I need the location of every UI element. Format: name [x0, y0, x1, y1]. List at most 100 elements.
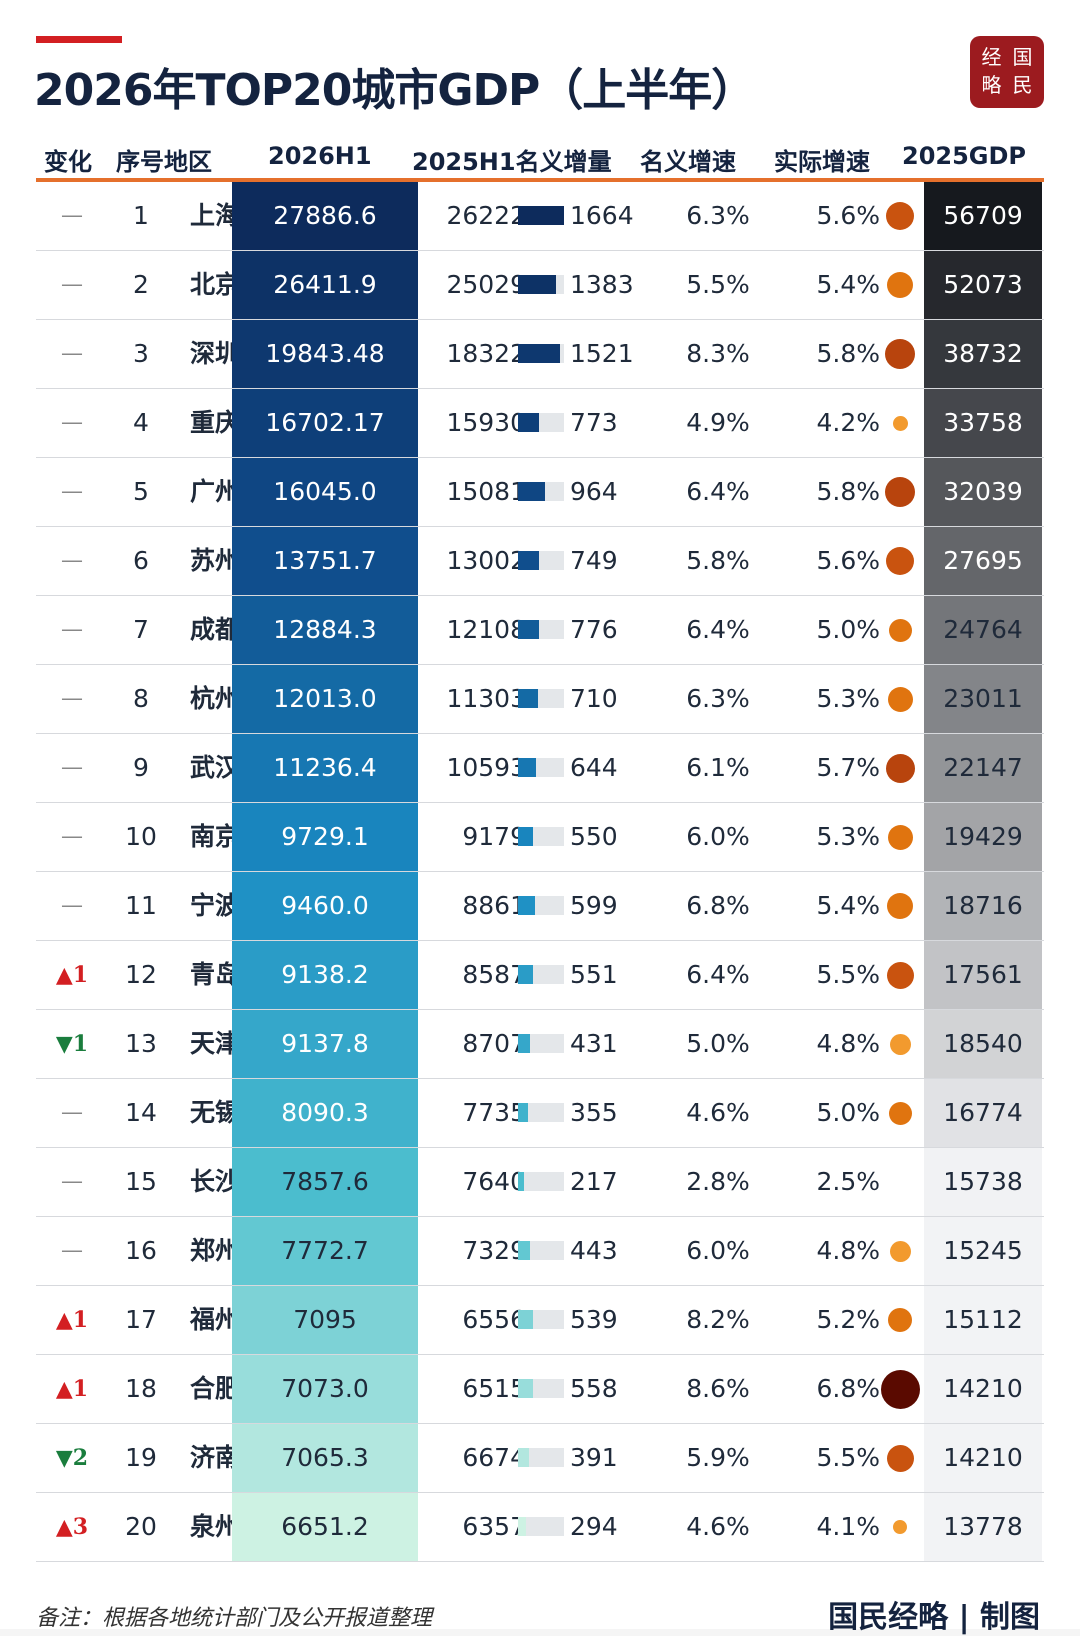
increase-bar-fill — [518, 896, 535, 915]
increase-bar — [518, 758, 564, 777]
h1-2025-value: 8587 — [462, 960, 526, 989]
table-row: ▼1 13 天津 9137.8 8707 431 5.0% 4.8% 18540 — [36, 1010, 1044, 1079]
table-row: — 15 长沙 7857.6 7640 217 2.8% 2.5% 15738 — [36, 1148, 1044, 1217]
h1-2025-value: 6357 — [462, 1512, 526, 1541]
rank-change: ▲1 — [55, 1376, 89, 1402]
gdp-2025-value: 22147 — [924, 734, 1042, 802]
rank-number: 16 — [125, 1236, 157, 1265]
rank-change: — — [61, 272, 83, 297]
header-change: 变化 — [44, 148, 92, 176]
real-growth-dot — [888, 1308, 912, 1332]
real-growth-dot — [886, 961, 914, 989]
increase-bar — [518, 1172, 564, 1191]
city-name: 深圳 — [189, 339, 240, 368]
increase-value: 431 — [570, 1029, 618, 1058]
table-header: 变化 序号地区 2026H1 2025H1名义增量 名义增速 实际增速 2025… — [36, 130, 1044, 182]
city-name: 广州 — [189, 477, 240, 506]
table-row: — 9 武汉 11236.4 10593 644 6.1% 5.7% 22147 — [36, 734, 1044, 803]
h1-2026-value: 16045.0 — [232, 458, 418, 526]
real-growth-dot — [887, 824, 913, 850]
city-name: 合肥 — [189, 1374, 240, 1403]
increase-bar-fill — [518, 965, 534, 984]
table-row: — 16 郑州 7772.7 7329 443 6.0% 4.8% 15245 — [36, 1217, 1044, 1286]
gdp-2025-value: 32039 — [924, 458, 1042, 526]
increase-bar-fill — [518, 1034, 530, 1053]
gdp-2025-value: 15112 — [924, 1286, 1042, 1354]
city-name: 武汉 — [189, 753, 240, 782]
rank-change: ▲1 — [55, 962, 89, 988]
increase-value: 749 — [570, 546, 618, 575]
h1-2025-value: 10593 — [446, 753, 526, 782]
increase-value: 1664 — [570, 201, 634, 230]
nominal-growth: 6.4% — [686, 477, 750, 506]
increase-value: 1383 — [570, 270, 634, 299]
rank-change: — — [61, 479, 83, 504]
rank-change: — — [61, 686, 83, 711]
increase-bar — [518, 620, 564, 639]
table-row: ▲1 12 青岛 9138.2 8587 551 6.4% 5.5% 17561 — [36, 941, 1044, 1010]
increase-value: 1521 — [570, 339, 634, 368]
real-growth: 5.2% — [816, 1305, 880, 1334]
increase-bar-fill — [518, 1103, 528, 1122]
header-real: 实际增速 — [774, 148, 870, 176]
table-row: — 7 成都 12884.3 12108 776 6.4% 5.0% 24764 — [36, 596, 1044, 665]
h1-2025-value: 15930 — [446, 408, 526, 437]
gdp-2025-value: 56709 — [924, 182, 1042, 250]
rank-number: 13 — [125, 1029, 157, 1058]
increase-bar-fill — [518, 758, 536, 777]
gdp-2025-value: 24764 — [924, 596, 1042, 664]
increase-value: 550 — [570, 822, 618, 851]
increase-bar — [518, 896, 564, 915]
rank-number: 8 — [133, 684, 149, 713]
increase-bar — [518, 413, 564, 432]
real-growth: 5.4% — [816, 891, 880, 920]
h1-2026-value: 11236.4 — [232, 734, 418, 802]
increase-value: 391 — [570, 1443, 618, 1472]
footer-note: 备注：根据各地统计部门及公开报道整理 — [36, 1606, 433, 1631]
real-growth-dot — [886, 202, 914, 230]
real-growth-dot — [886, 547, 914, 575]
increase-bar-fill — [518, 482, 545, 501]
rank-number: 10 — [125, 822, 157, 851]
city-name: 天津 — [189, 1029, 240, 1058]
rank-number: 6 — [133, 546, 149, 575]
header-prev-increase: 2025H1名义增量 — [412, 148, 612, 176]
rank-change: — — [61, 203, 83, 228]
increase-bar-fill — [518, 1448, 529, 1467]
h1-2025-value: 9179 — [462, 822, 526, 851]
rank-change: — — [61, 548, 83, 573]
h1-2025-value: 6556 — [462, 1305, 526, 1334]
h1-2026-value: 19843.48 — [232, 320, 418, 388]
rank-number: 7 — [133, 615, 149, 644]
real-growth: 5.0% — [816, 1098, 880, 1127]
h1-2026-value: 9460.0 — [232, 872, 418, 940]
rank-number: 12 — [125, 960, 157, 989]
table-row: — 11 宁波 9460.0 8861 599 6.8% 5.4% 18716 — [36, 872, 1044, 941]
increase-bar-fill — [518, 1241, 531, 1260]
city-name: 重庆 — [189, 408, 240, 437]
h1-2026-value: 9729.1 — [232, 803, 418, 871]
real-growth-dot — [889, 1240, 911, 1262]
real-growth-dot — [886, 1444, 914, 1472]
rank-number: 18 — [125, 1374, 157, 1403]
nominal-growth: 5.5% — [686, 270, 750, 299]
h1-2026-value: 26411.9 — [232, 251, 418, 319]
rank-change: ▼2 — [55, 1445, 89, 1471]
rank-number: 15 — [125, 1167, 157, 1196]
real-growth: 5.4% — [816, 270, 880, 299]
real-growth: 5.8% — [816, 477, 880, 506]
h1-2025-value: 12108 — [446, 615, 526, 644]
table-row: ▲1 18 合肥 7073.0 6515 558 8.6% 6.8% 14210 — [36, 1355, 1044, 1424]
nominal-growth: 6.8% — [686, 891, 750, 920]
increase-value: 710 — [570, 684, 618, 713]
title-accent-bar — [36, 36, 122, 43]
real-growth: 5.5% — [816, 960, 880, 989]
rank-number: 20 — [125, 1512, 157, 1541]
city-name: 福州 — [189, 1305, 240, 1334]
rank-number: 19 — [125, 1443, 157, 1472]
rank-number: 3 — [133, 339, 149, 368]
city-name: 无锡 — [189, 1098, 240, 1127]
h1-2026-value: 27886.6 — [232, 182, 418, 250]
real-growth-dot — [887, 893, 913, 919]
increase-bar-fill — [518, 1310, 533, 1329]
